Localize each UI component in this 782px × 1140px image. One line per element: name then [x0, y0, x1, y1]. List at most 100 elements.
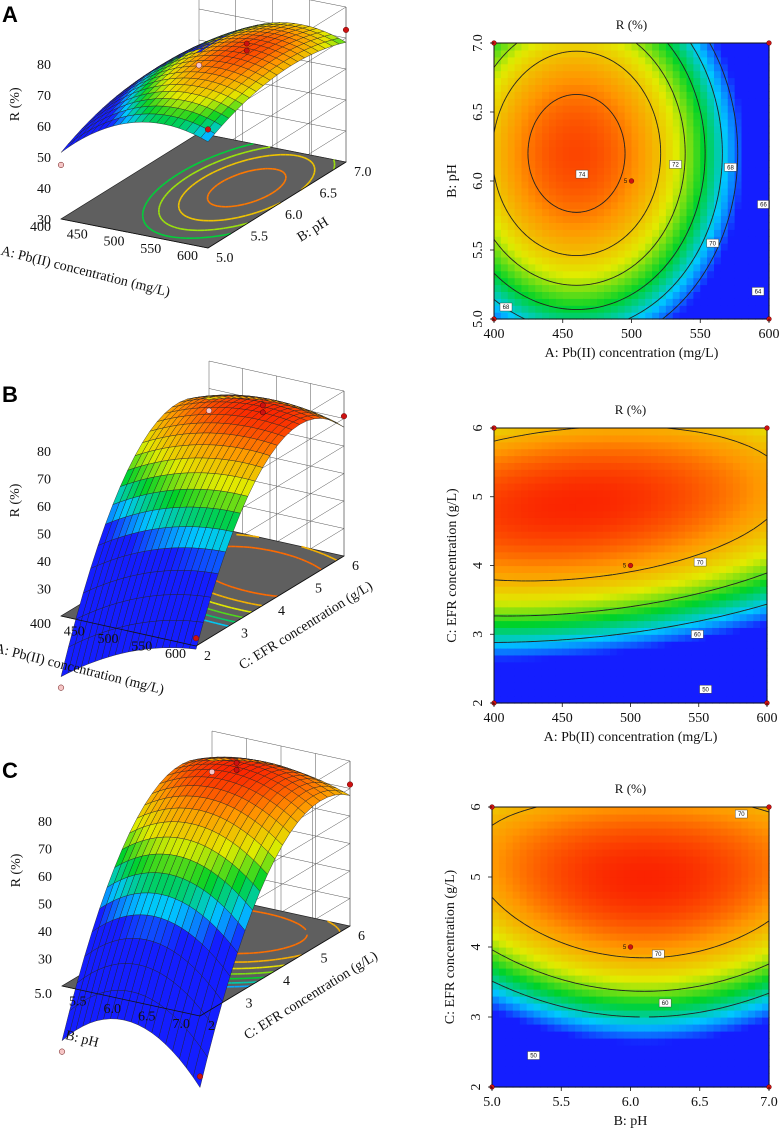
heatmap-cell [659, 49, 667, 58]
heatmap-cell [617, 84, 626, 92]
heatmap-cell [693, 243, 701, 251]
contour-line [630, 74, 632, 77]
floor-contour [225, 165, 229, 168]
heatmap-cell [569, 77, 578, 85]
floor-contour [293, 154, 298, 157]
heatmap-cell [734, 201, 743, 210]
heatmap-cell [714, 298, 722, 306]
heatmap-cell [500, 448, 509, 457]
floor-contour [208, 620, 213, 623]
heatmap-cell [762, 105, 770, 113]
heatmap-cell [590, 70, 598, 79]
heatmap-cell [521, 462, 529, 470]
heatmap-cell [645, 291, 653, 299]
heatmap-cell [645, 132, 653, 141]
heatmap-cell [535, 312, 543, 320]
heatmap-cell [604, 132, 612, 141]
heatmap-cell [610, 277, 619, 286]
heatmap-cell [748, 146, 756, 154]
heatmap-cell [521, 599, 529, 608]
heatmap-cell [535, 174, 543, 182]
heatmap-cell [521, 112, 529, 120]
contour-line [616, 120, 619, 123]
floor-contour [159, 216, 163, 220]
heatmap-cell [542, 139, 550, 148]
floor-contour [242, 151, 246, 154]
heatmap-cell [494, 558, 502, 567]
heatmap-cell [500, 668, 509, 677]
heatmap-cell [514, 599, 522, 608]
floor-contour [262, 146, 268, 150]
heatmap-cell [624, 208, 633, 217]
heatmap-cell [576, 132, 584, 141]
heatmap-cell [583, 201, 591, 210]
heatmap-cell [755, 84, 763, 92]
heatmap-cell [638, 77, 646, 85]
contour-line [683, 130, 685, 136]
heatmap-cell [507, 586, 516, 594]
heatmap-cell [604, 84, 612, 92]
heatmap-cell [638, 194, 646, 203]
heatmap-cell [494, 250, 502, 258]
heatmap-cell [521, 434, 529, 443]
heatmap-cell [555, 167, 564, 175]
heatmap-cell [514, 489, 522, 498]
heatmap-cell [514, 524, 522, 532]
heatmap-cell [500, 682, 509, 690]
heatmap-cell [720, 208, 729, 217]
contour-line [703, 171, 705, 177]
heatmap-cell [693, 284, 701, 292]
heatmap-cell [555, 125, 564, 134]
floor-contour [188, 216, 193, 220]
floor-contour [333, 923, 336, 927]
heatmap-cell [617, 43, 626, 51]
heatmap-cell [624, 160, 633, 168]
heatmap-cell [562, 229, 571, 237]
heatmap-cell [507, 544, 516, 553]
heatmap-cell [714, 167, 722, 175]
floor-contour [266, 206, 273, 210]
heatmap-cell [597, 125, 605, 134]
heatmap-cell [576, 270, 584, 279]
heatmap-cell [707, 201, 715, 210]
design-point [346, 781, 354, 788]
heatmap-cell [590, 263, 598, 272]
heatmap-cell [507, 448, 516, 457]
heatmap-cell [507, 469, 516, 477]
heatmap-cell [679, 208, 688, 217]
floor-contour [275, 168, 280, 172]
floor-contour [234, 599, 239, 602]
heatmap-cell [645, 236, 653, 244]
heatmap-cell [535, 139, 543, 148]
heatmap-cell [665, 63, 674, 72]
heatmap-cell [534, 613, 543, 622]
heatmap-cell [741, 132, 749, 141]
floor-contour [195, 218, 200, 221]
heatmap-cell [514, 77, 523, 85]
floor-contour [210, 203, 215, 206]
heatmap-cell [583, 139, 591, 148]
heatmap-cell [569, 112, 578, 120]
heatmap-cell [741, 98, 749, 106]
heatmap-cell [707, 112, 715, 120]
contour-title: R (%) [616, 17, 647, 32]
heatmap-cell [762, 125, 770, 134]
floor-contour [184, 167, 190, 171]
heatmap-cell [734, 153, 743, 161]
heatmap-cell [494, 593, 502, 601]
heatmap-cell [534, 572, 543, 580]
floor-contour [208, 191, 211, 194]
heatmap-cell [604, 77, 612, 85]
heatmap-cell [562, 132, 571, 141]
floor-contour [314, 564, 318, 568]
heatmap-cell [507, 599, 516, 608]
heatmap-cell [514, 613, 522, 622]
heatmap-cell [521, 441, 529, 450]
floor-contour [175, 182, 180, 186]
heatmap-cell [494, 208, 502, 217]
heatmap-cell [748, 277, 756, 286]
heatmap-cell [714, 43, 722, 51]
heatmap-cell [720, 250, 729, 258]
z-tick-label: 70 [37, 473, 51, 488]
floor-contour [182, 193, 185, 196]
